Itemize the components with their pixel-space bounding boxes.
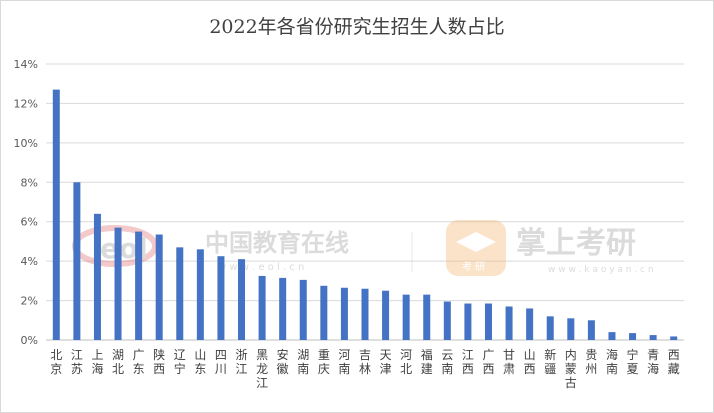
- bar: [217, 256, 225, 340]
- bar: [443, 301, 451, 340]
- bar: [52, 89, 60, 340]
- x-tick-label: 天津: [380, 348, 392, 376]
- gridlines: [46, 63, 684, 341]
- x-tick-label: 上海: [91, 348, 103, 376]
- y-tick-label: 14%: [14, 58, 38, 71]
- bar: [73, 182, 81, 340]
- x-tick-label: 河北: [400, 348, 412, 376]
- bar: [670, 336, 678, 340]
- bar: [464, 303, 472, 340]
- bar: [196, 249, 204, 340]
- bar: [299, 279, 307, 340]
- x-tick-label: 陕西: [153, 347, 165, 376]
- x-tick-label: 西藏: [668, 348, 680, 376]
- x-tick-label: 云南: [441, 348, 453, 376]
- bar: [629, 333, 637, 340]
- bar: [238, 259, 246, 340]
- x-tick-label: 安徽: [277, 347, 289, 376]
- x-tick-label: 广西: [482, 348, 494, 376]
- y-axis-ticks: 0% 2% 4% 6% 8% 10% 12% 14%: [14, 58, 38, 347]
- x-tick-label: 河南: [338, 348, 350, 376]
- bar: [279, 277, 287, 340]
- y-tick-label: 0%: [21, 334, 38, 347]
- chart-title: 2022年各省份研究生招生人数占比: [209, 16, 505, 38]
- x-tick-label: 福建: [421, 347, 433, 376]
- x-tick-label: 青海: [647, 348, 659, 376]
- x-tick-label: 黑龙江: [256, 348, 268, 390]
- kaoyan-watermark-text: 掌上考研: [516, 226, 636, 261]
- x-tick-label: 山东: [194, 348, 206, 376]
- eol-watermark-text: 中国教育在线: [205, 229, 349, 257]
- kaoyan-watermark-url: w w w . k a o y a n . c n: [548, 265, 654, 275]
- bar: [361, 288, 369, 340]
- x-tick-label: 新疆: [544, 347, 556, 376]
- bar: [340, 287, 348, 340]
- kaoyan-logo-badge: [446, 220, 506, 276]
- y-tick-label: 4%: [21, 255, 38, 268]
- bar: [567, 318, 575, 340]
- bar: [587, 320, 595, 340]
- bar: [402, 294, 410, 340]
- bar: [608, 332, 616, 340]
- x-tick-label: 吉林: [359, 348, 371, 376]
- bar: [505, 306, 513, 340]
- bar: [526, 308, 534, 340]
- bars: [52, 89, 678, 340]
- bar: [114, 227, 122, 340]
- bar: [423, 294, 431, 340]
- bar: [484, 303, 492, 340]
- x-tick-label: 湖南: [297, 347, 309, 376]
- x-tick-label: 江西: [462, 348, 474, 376]
- bar: [93, 213, 101, 340]
- bar: [135, 231, 143, 340]
- x-tick-label: 山西: [524, 348, 536, 376]
- x-tick-label: 湖北: [112, 347, 124, 376]
- x-tick-label: 海南: [606, 347, 618, 376]
- x-tick-label: 甘肃: [503, 348, 515, 376]
- bar: [382, 290, 390, 340]
- x-tick-label: 辽宁: [174, 348, 186, 376]
- x-axis-ticks: 北京江苏上海湖北广东陕西辽宁山东四川浙江黑龙江安徽湖南重庆河南吉林天津河北福建云…: [50, 347, 679, 390]
- x-tick-label: 贵州: [585, 348, 597, 376]
- x-tick-label: 宁夏: [627, 347, 639, 376]
- bar: [155, 234, 163, 340]
- bar: [546, 316, 554, 340]
- y-tick-label: 6%: [21, 216, 38, 229]
- x-tick-label: 四川: [215, 348, 227, 376]
- bar: [176, 247, 184, 340]
- x-tick-label: 北京: [50, 348, 62, 376]
- eol-watermark-url: w w w . e o l . c n: [218, 262, 304, 273]
- kaoyan-badge-text: 考 研: [462, 261, 485, 273]
- x-tick-label: 江苏: [71, 348, 83, 376]
- x-tick-label: 浙江: [236, 348, 248, 376]
- bar: [258, 275, 266, 340]
- graduation-cap-icon: [456, 232, 496, 252]
- y-tick-label: 10%: [14, 137, 38, 150]
- y-tick-label: 8%: [21, 176, 38, 189]
- y-tick-label: 12%: [14, 97, 38, 110]
- x-tick-label: 内蒙古: [565, 348, 577, 390]
- bar: [649, 335, 657, 340]
- x-tick-label: 重庆: [318, 348, 330, 376]
- x-tick-label: 广东: [133, 348, 145, 376]
- y-tick-label: 2%: [21, 295, 38, 308]
- bar: [320, 285, 328, 340]
